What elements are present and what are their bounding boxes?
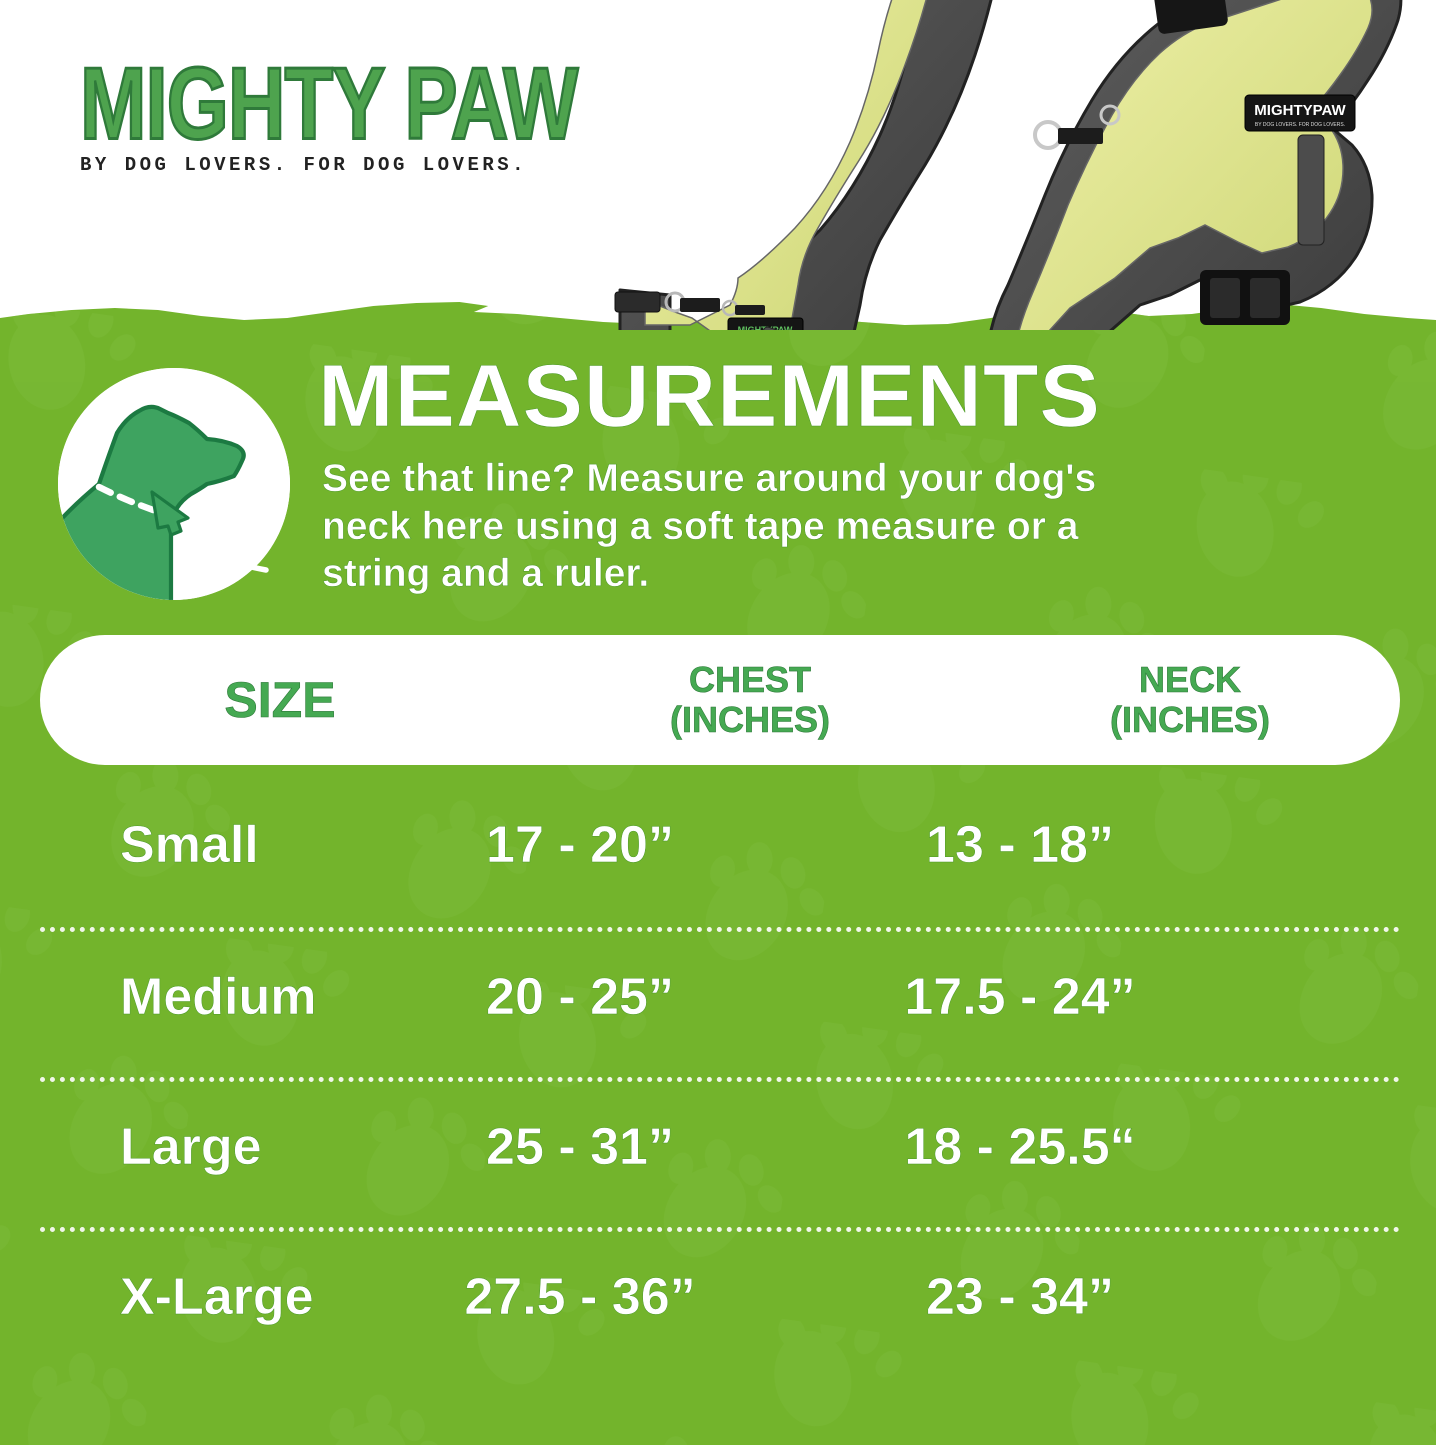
svg-text:MIGHTYPAW: MIGHTYPAW [1254,102,1346,119]
svg-text:BY DOG LOVERS. FOR DOG LOVERS.: BY DOG LOVERS. FOR DOG LOVERS. [1255,122,1345,128]
